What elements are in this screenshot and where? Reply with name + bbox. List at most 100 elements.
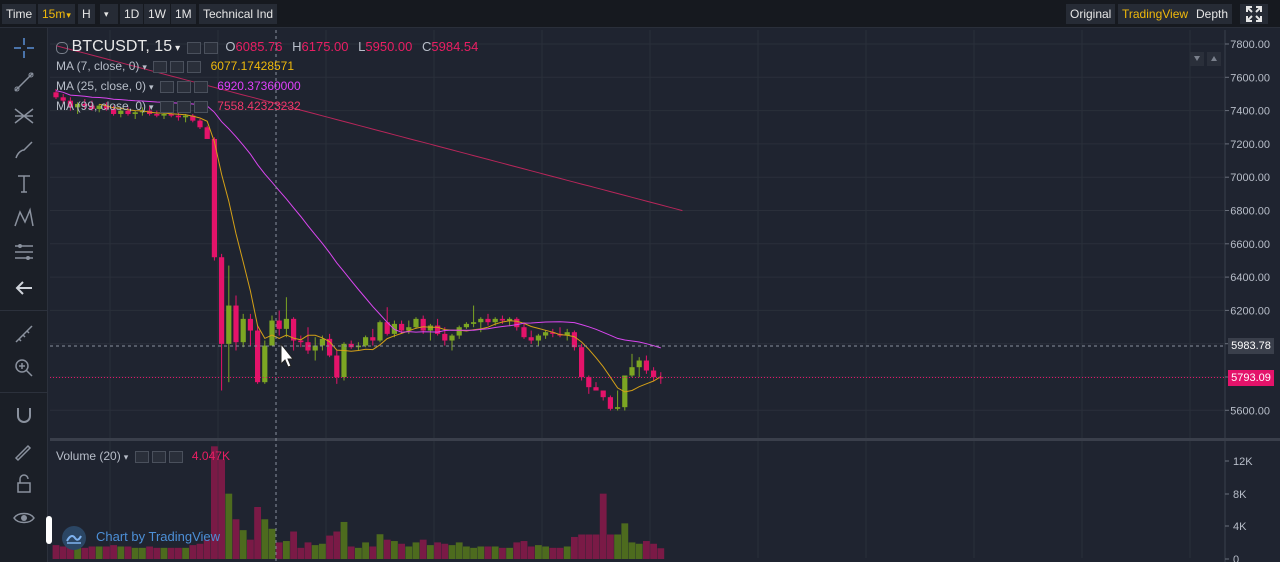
drawing-toolbar bbox=[0, 28, 48, 562]
tradingview-view-button[interactable]: TradingView bbox=[1118, 4, 1193, 24]
lock-drawing-tool[interactable] bbox=[12, 438, 36, 462]
settings-icon[interactable] bbox=[176, 100, 191, 113]
open-value: 6085.76 bbox=[235, 39, 283, 54]
fullscreen-button[interactable] bbox=[1240, 4, 1268, 24]
ma7-label[interactable]: MA (7, close, 0) bbox=[56, 59, 140, 73]
interval-1d-button[interactable]: 1D bbox=[120, 4, 144, 24]
price-tick-label: 6600.00 bbox=[1230, 239, 1270, 251]
zoom-in-icon bbox=[15, 359, 33, 377]
caret-down-icon[interactable]: ▾ bbox=[175, 43, 181, 54]
candle-body bbox=[226, 305, 232, 344]
volume-bar bbox=[542, 546, 549, 559]
caret-down-icon[interactable]: ▾ bbox=[123, 452, 129, 462]
candle-body bbox=[139, 110, 145, 113]
candle-body bbox=[521, 327, 527, 338]
close-icon[interactable] bbox=[168, 450, 183, 463]
candle-body bbox=[643, 360, 649, 371]
collapse-icon[interactable] bbox=[56, 41, 68, 54]
close-icon[interactable] bbox=[193, 80, 208, 93]
eye-toggle-icon[interactable] bbox=[159, 100, 174, 113]
volume-bar bbox=[254, 507, 261, 559]
volume-bar bbox=[657, 548, 665, 559]
volume-bar bbox=[614, 534, 621, 559]
scroll-handle[interactable] bbox=[46, 516, 52, 544]
eye-toggle-icon[interactable] bbox=[153, 60, 168, 73]
caret-down-icon: ▾ bbox=[104, 9, 109, 19]
volume-bar bbox=[81, 547, 89, 559]
candle-body bbox=[298, 340, 304, 343]
ma99-label[interactable]: MA (99, close, 0) bbox=[56, 99, 147, 113]
pattern-tool[interactable] bbox=[12, 206, 36, 230]
settings-icon[interactable] bbox=[170, 60, 185, 73]
ma25-label[interactable]: MA (25, close, 0) bbox=[56, 79, 147, 93]
candle-body bbox=[312, 345, 318, 351]
caret-down-icon[interactable]: ▾ bbox=[149, 102, 154, 112]
close-icon[interactable] bbox=[193, 100, 208, 113]
settings-icon[interactable] bbox=[176, 80, 191, 93]
ruler-tool[interactable] bbox=[12, 322, 36, 346]
candle-body bbox=[564, 332, 570, 336]
candle-body bbox=[406, 327, 412, 331]
tradingview-watermark[interactable]: Chart by TradingView bbox=[62, 524, 220, 550]
magnet-tool[interactable] bbox=[12, 404, 36, 428]
caret-down-icon[interactable]: ▾ bbox=[149, 82, 154, 92]
candle-body bbox=[211, 138, 217, 258]
eye-toggle-icon[interactable] bbox=[134, 450, 149, 463]
eye-toggle-icon[interactable] bbox=[186, 41, 201, 54]
price-tick-label: 7000.00 bbox=[1230, 172, 1270, 184]
volume-bar bbox=[160, 547, 168, 559]
text-tool[interactable] bbox=[12, 172, 36, 196]
scroll-down-icon[interactable] bbox=[1190, 52, 1204, 66]
trend-line-tool[interactable] bbox=[12, 70, 36, 94]
depth-view-button[interactable]: Depth bbox=[1192, 4, 1233, 24]
interval-1w-button[interactable]: 1W bbox=[144, 4, 170, 24]
brush-tool[interactable] bbox=[12, 138, 36, 162]
candle-body bbox=[571, 332, 577, 348]
technical-indicators-button[interactable]: Technical Ind bbox=[199, 4, 278, 24]
candle-body bbox=[262, 345, 268, 383]
volume-bar bbox=[412, 542, 420, 559]
candle-body bbox=[168, 113, 174, 116]
interval-h-caret-button[interactable]: ▾ bbox=[100, 4, 118, 24]
candle-body bbox=[96, 105, 102, 109]
candle-body bbox=[579, 347, 585, 378]
ma25-legend: MA (25, close, 0) ▾ 6920.37360000 bbox=[56, 79, 301, 93]
close-icon[interactable] bbox=[187, 60, 202, 73]
text-icon bbox=[18, 175, 30, 193]
lock-icon bbox=[17, 474, 31, 493]
toolbar-divider bbox=[0, 310, 47, 311]
ma7-value: 6077.17428571 bbox=[210, 59, 295, 73]
back-tool[interactable] bbox=[12, 276, 36, 300]
volume-bar bbox=[311, 545, 319, 559]
volume-bar bbox=[477, 546, 485, 559]
ma25-value: 6920.37360000 bbox=[217, 79, 301, 93]
eye-toggle-icon[interactable] bbox=[159, 80, 174, 93]
interval-1m-button[interactable]: 1M bbox=[171, 4, 196, 24]
pane-separator[interactable] bbox=[50, 438, 1280, 441]
crosshair-tool[interactable] bbox=[12, 36, 36, 60]
settings-icon[interactable] bbox=[203, 41, 218, 54]
last-price-tag: 5793.09 bbox=[1228, 370, 1274, 386]
lock-tool[interactable] bbox=[12, 472, 36, 496]
scroll-up-icon[interactable] bbox=[1207, 52, 1221, 66]
fib-tool[interactable] bbox=[12, 104, 36, 128]
candle-body bbox=[658, 377, 664, 379]
candle-body bbox=[125, 110, 131, 114]
prediction-tool[interactable] bbox=[12, 240, 36, 264]
zoom-tool[interactable] bbox=[12, 356, 36, 380]
volume-bar bbox=[628, 542, 636, 559]
price-tick-label: 7600.00 bbox=[1230, 72, 1270, 84]
time-button[interactable]: Time bbox=[2, 4, 37, 24]
crosshair-icon bbox=[14, 38, 34, 58]
symbol-label[interactable]: BTCUSDT, 15 bbox=[71, 38, 173, 55]
settings-icon[interactable] bbox=[151, 450, 166, 463]
original-view-button[interactable]: Original bbox=[1066, 4, 1116, 24]
interval-15m-button[interactable]: 15m▾ bbox=[38, 4, 75, 24]
visibility-tool[interactable] bbox=[12, 506, 36, 530]
candle-body bbox=[427, 325, 433, 331]
volume-label[interactable]: Volume (20) bbox=[56, 449, 121, 463]
candle-body bbox=[233, 305, 239, 343]
caret-down-icon[interactable]: ▾ bbox=[142, 62, 147, 72]
interval-h-button[interactable]: H bbox=[78, 4, 95, 24]
